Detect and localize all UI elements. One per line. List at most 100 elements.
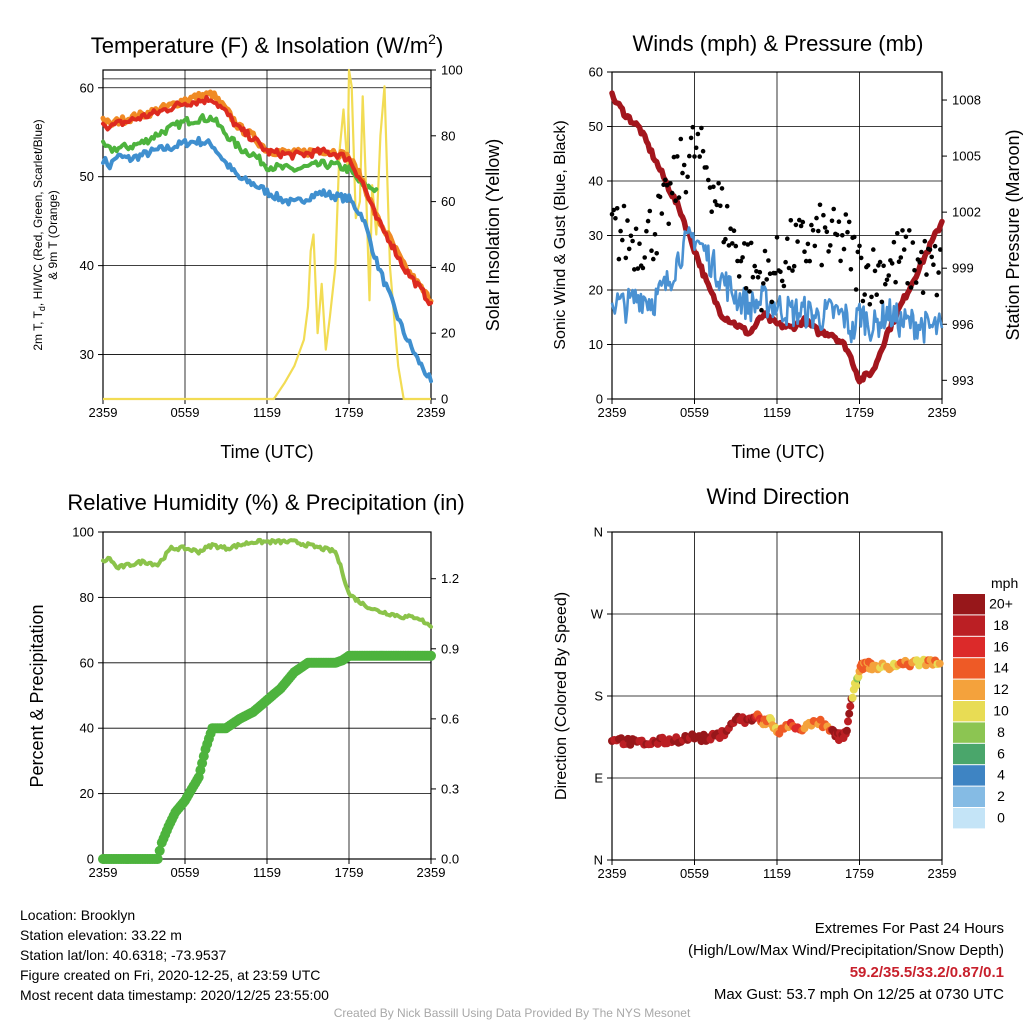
legend-label: 4 [997,767,1005,783]
gust-point [874,292,879,298]
gust-point [680,170,685,176]
x-tick-label: 0559 [680,866,709,881]
gust-point [618,228,623,234]
gust-point [927,247,933,253]
x-tick-label: 2359 [89,405,118,420]
gust-point [728,226,733,231]
legend-label: 14 [993,660,1009,676]
humidity-precipitation-chart: 2359 0559 1159 1759 23590204060801000.00.30.… [27,490,465,880]
gust-point [879,299,885,305]
gust-point [706,177,711,183]
gust-point [895,231,900,236]
gust-point [781,283,787,289]
x-tick-label: 2359 [89,865,118,880]
gust-point [630,238,635,244]
gust-point [697,154,702,159]
x-tick-label: 1159 [763,866,791,881]
gust-point [816,228,821,234]
legend-label: 20+ [989,596,1013,612]
y-tick-label: 50 [80,169,94,184]
gust-point [783,259,788,265]
x-tick-label: 0559 [171,405,200,420]
gust-point [786,265,792,271]
max-gust: Max Gust: 53.7 mph On 12/25 at 0730 UTC [713,986,1004,1003]
gust-point [730,241,735,246]
winds-pressure-chart: 2359 0559 1159 1759 235901020304050609939969… [552,31,1023,462]
direction-point [846,702,855,711]
y2-tick-label: 0 [441,392,448,407]
humidity-line [101,537,433,629]
gust-point [700,148,706,154]
gust-point [917,260,922,265]
y-tick-label: 0 [596,392,603,407]
gust-point [881,263,886,269]
legend-swatch [953,808,985,829]
y-tick-label: N [594,853,603,868]
gust-point [828,243,833,248]
y2-tick-label: 0.3 [441,781,459,796]
legend-swatch [953,658,985,679]
gust-point [932,243,938,249]
gust-point [838,258,843,264]
gust-point [852,234,857,240]
gust-point [848,267,854,272]
station-latlon: Station lat/lon: 40.6318; -73.9537 [20,947,227,963]
x-axis-label: Time (UTC) [220,442,313,462]
gust-point [752,263,757,269]
gust-point [755,275,761,280]
gust-point [681,162,687,168]
y-tick-label: 10 [589,337,603,352]
gust-point [883,281,888,287]
direction-point [935,659,944,668]
gust-point [621,203,627,209]
precipitation-point [154,845,165,856]
gust-point [841,246,847,252]
gust-point [865,263,871,268]
x-tick-label: 1759 [335,405,364,420]
direction-point [845,709,854,718]
y-axis-label-line2: & 9m T (Orange) [46,190,60,280]
gust-point [657,194,663,200]
gust-point [872,268,878,274]
y-tick-label: 30 [80,347,94,362]
gust-point [774,235,780,240]
temp-2m-line [101,94,433,307]
y-tick-label: 60 [80,80,94,95]
gust-point [661,182,666,187]
wind-speed-line [610,226,944,344]
gust-point [669,190,675,196]
gust-point [712,199,718,204]
gust-point [767,271,773,277]
y2-tick-label: 1002 [952,205,981,220]
gust-point [903,234,909,240]
y-tick-label: 40 [80,258,94,273]
gust-point [793,222,799,228]
x-tick-label: 1759 [845,405,874,420]
gust-point [810,228,816,233]
gust-point [938,247,943,252]
gust-point [759,307,764,313]
y-axis-label: Direction (Colored By Speed) [553,592,570,800]
heat-index-wind-chill-line [101,135,433,384]
x-tick-label: 0559 [680,405,709,420]
gust-point [685,174,690,180]
y-tick-label: N [594,525,603,540]
dewpoint-line [101,113,379,194]
gust-point [644,228,649,234]
gust-point [616,256,622,262]
gust-point [822,225,828,230]
gust-point [840,233,845,238]
x-tick-label: 1759 [335,865,364,880]
chart-title: Relative Humidity (%) & Precipitation (i… [67,490,464,515]
y2-tick-label: 60 [441,194,455,209]
gust-point [896,259,902,265]
gust-point [683,189,689,195]
gust-point [913,280,919,285]
gust-point [726,243,732,248]
direction-point [844,717,852,726]
x-tick-label: 2359 [598,866,627,881]
legend-label: 16 [993,638,1009,654]
y2-tick-label: 993 [952,373,974,388]
gust-point [886,273,891,278]
